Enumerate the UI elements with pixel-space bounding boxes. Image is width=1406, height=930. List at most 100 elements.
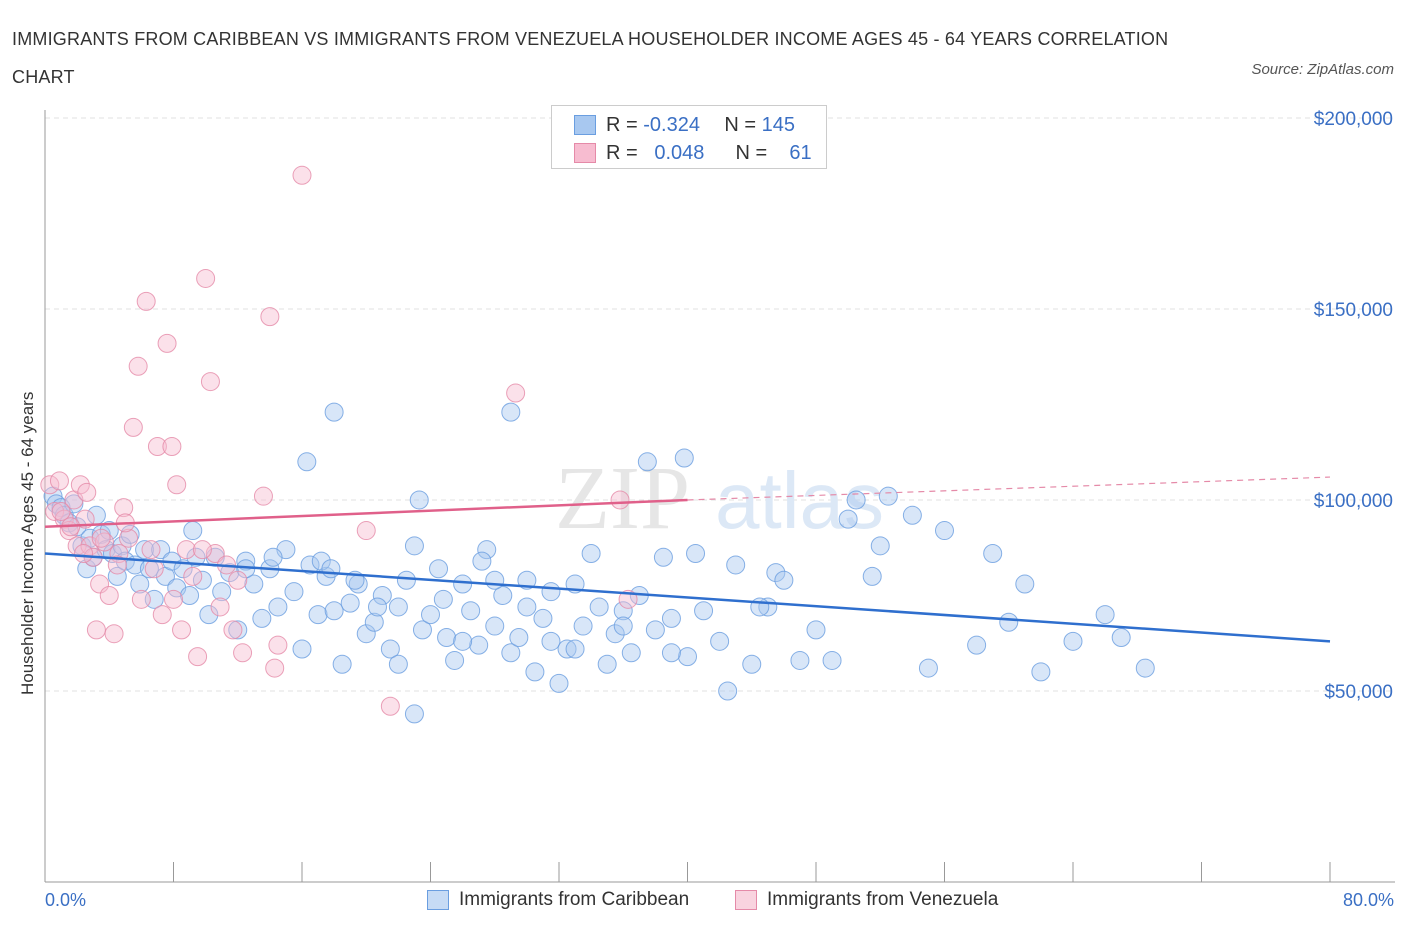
series-legend: Immigrants from Caribbean Immigrants fro… — [0, 889, 1406, 915]
data-point — [1063, 631, 1083, 651]
watermark: ZIP atlas — [555, 449, 884, 548]
data-point — [1031, 662, 1051, 682]
data-point — [119, 528, 139, 548]
data-point — [77, 482, 97, 502]
data-point — [114, 498, 134, 518]
data-point — [453, 631, 473, 651]
data-point — [367, 597, 387, 617]
data-point — [147, 437, 167, 457]
data-point — [228, 570, 248, 590]
y-tick-label: $150,000 — [1314, 300, 1393, 321]
data-point — [265, 658, 285, 678]
data-point — [192, 540, 212, 560]
legend-label-caribbean: Immigrants from Caribbean — [459, 889, 690, 910]
data-point — [533, 608, 553, 628]
data-point — [421, 605, 440, 625]
data-point — [91, 528, 111, 548]
data-point — [212, 582, 232, 602]
data-point — [263, 547, 283, 567]
data-point — [445, 650, 465, 670]
data-point — [1095, 605, 1115, 625]
data-point — [678, 647, 697, 667]
data-point — [324, 402, 344, 422]
data-point — [918, 658, 938, 678]
data-point — [501, 643, 521, 663]
data-point — [136, 291, 156, 311]
data-point — [999, 612, 1019, 632]
data-point — [485, 616, 505, 636]
data-point — [597, 654, 617, 674]
data-point — [220, 563, 240, 583]
data-point — [77, 559, 97, 579]
gridlines — [45, 117, 1395, 692]
legend-swatch-venezuela — [574, 143, 596, 163]
data-point — [332, 654, 352, 674]
legend-n-value: 145 — [761, 113, 795, 136]
data-point — [233, 643, 253, 663]
data-point — [846, 490, 866, 510]
trend-lines — [44, 476, 1331, 643]
axes — [44, 110, 1395, 883]
data-point — [469, 635, 489, 655]
legend-n-value: 61 — [789, 141, 812, 164]
data-point — [308, 605, 328, 625]
data-point — [935, 521, 954, 541]
data-point — [472, 551, 492, 571]
data-point — [501, 402, 521, 422]
data-point — [321, 559, 341, 579]
legend-r-value: 0.048 — [654, 141, 705, 164]
data-point — [176, 540, 196, 560]
data-point — [506, 383, 526, 403]
data-point — [104, 624, 124, 644]
data-point — [433, 589, 453, 609]
data-point — [107, 566, 127, 586]
watermark-atlas: atlas — [715, 456, 884, 545]
data-point — [902, 505, 922, 525]
data-point — [549, 673, 569, 693]
data-point — [388, 597, 408, 617]
source-label: Source: ZipAtlas.com — [1251, 61, 1394, 78]
data-point — [653, 547, 673, 567]
data-point — [388, 654, 408, 674]
legend-item-caribbean[interactable]: Immigrants from Caribbean — [427, 889, 689, 911]
data-point — [573, 616, 593, 636]
data-point — [228, 620, 248, 640]
x-tick-max: 80.0% — [1342, 890, 1394, 910]
data-point — [300, 555, 320, 575]
data-point — [517, 570, 537, 590]
data-point — [210, 597, 230, 617]
data-point — [409, 490, 429, 510]
data-point — [686, 543, 706, 563]
data-point — [183, 521, 203, 541]
y-tick-label: $100,000 — [1314, 491, 1393, 512]
data-point — [135, 540, 155, 560]
data-point — [244, 574, 264, 594]
data-point — [477, 540, 497, 560]
data-point — [621, 643, 641, 663]
x-tick-min: 0.0% — [45, 890, 87, 910]
data-point — [183, 566, 203, 586]
chart-title: IMMIGRANTS FROM CARIBBEAN VS IMMIGRANTS … — [12, 29, 1169, 87]
data-point — [186, 547, 206, 567]
y-tick-label: $50,000 — [1324, 682, 1393, 703]
data-point — [268, 597, 288, 617]
data-point — [45, 501, 65, 521]
data-point — [1015, 574, 1035, 594]
legend-item-venezuela[interactable]: Immigrants from Venezuela — [735, 889, 998, 911]
data-point — [645, 620, 665, 640]
data-point — [661, 608, 681, 628]
data-point — [99, 586, 119, 605]
data-point — [541, 631, 561, 651]
data-point — [694, 601, 714, 621]
data-point — [152, 605, 172, 625]
data-point — [453, 574, 473, 594]
data-point — [774, 570, 794, 590]
data-point — [86, 620, 106, 640]
watermark-zip: ZIP — [555, 449, 690, 548]
data-point — [364, 612, 384, 632]
data-point — [404, 536, 424, 556]
data-point — [565, 639, 585, 659]
data-point — [292, 165, 312, 185]
data-point — [710, 631, 730, 651]
data-point — [429, 559, 449, 579]
